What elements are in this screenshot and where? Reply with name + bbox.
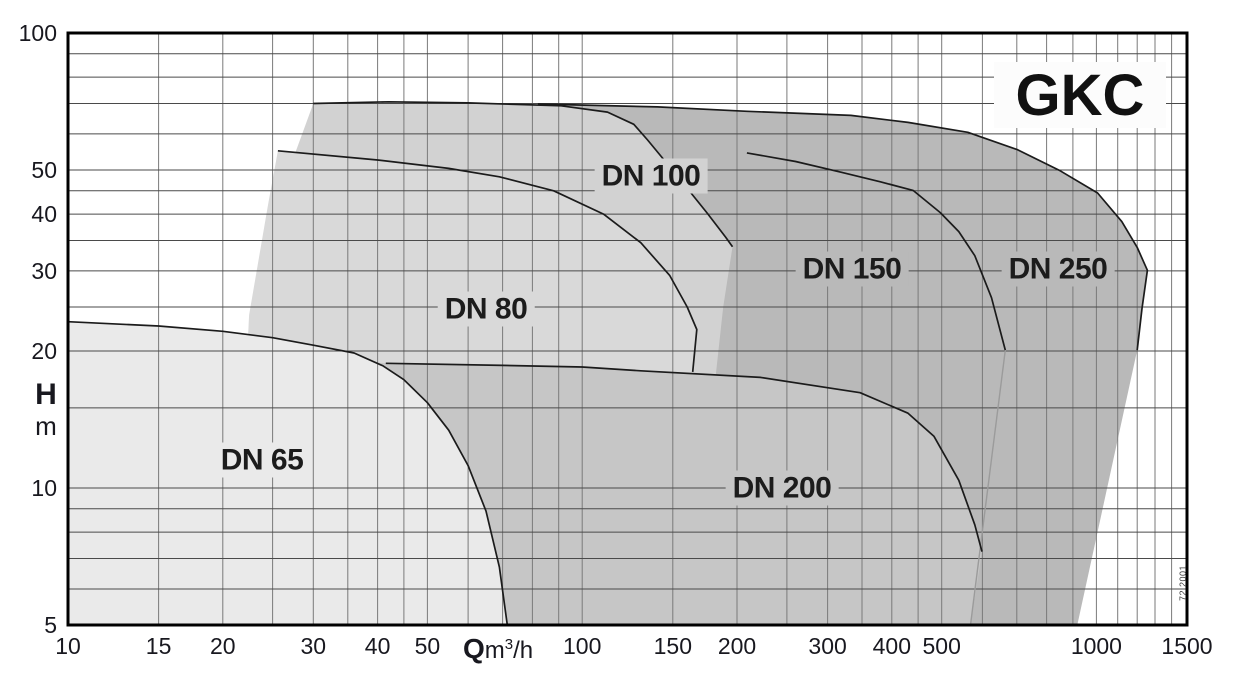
x-tick-label-10: 10 [55,633,81,659]
y-axis-unit: m [35,411,57,441]
x-tick-label-200: 200 [718,633,756,659]
y-tick-label-10: 10 [31,475,57,501]
dn100-envelope-line [313,100,734,248]
x-tick-label-1500: 1500 [1161,633,1212,659]
x-tick-label-15: 15 [146,633,172,659]
dn65-envelope-line [67,320,509,626]
x-axis-unit-post: /h [513,637,534,664]
x-axis-symbol: Q [463,633,485,664]
plot-frame [66,31,1189,627]
region-label-dn-80: DN 80 [437,291,535,327]
dn200-envelope-area [377,362,983,625]
dn250-envelope-line [537,103,1149,351]
y-tick-label-30: 30 [31,258,57,284]
x-tick-label-1000: 1000 [1071,633,1122,659]
x-tick-label-100: 100 [563,633,601,659]
y-tick-label-100: 100 [19,20,57,46]
y-axis-title: H m [22,378,70,442]
x-axis-unit-pre: m [484,637,505,664]
y-tick-label-40: 40 [31,201,57,227]
watermark-code: 72.2001 [1178,564,1188,602]
dn150-right-lower-edge-line [969,350,1006,626]
x-tick-label-500: 500 [923,633,961,659]
dn80-envelope-line [277,149,698,372]
y-tick-label-20: 20 [31,338,57,364]
x-tick-label-40: 40 [365,633,391,659]
region-label-dn-200: DN 200 [725,470,839,506]
dn150-boundary-line [746,152,1007,351]
x-tick-label-300: 300 [808,633,846,659]
region-label-dn-150: DN 150 [795,251,909,287]
y-tick-label-5: 5 [44,612,57,638]
region-label-dn-65: DN 65 [213,442,311,478]
x-axis-title: Qm3/h [463,633,533,665]
region-label-dn-100: DN 100 [594,158,708,194]
region-label-dn-250: DN 250 [1001,251,1115,287]
grid [68,33,1187,625]
x-tick-label-20: 20 [210,633,236,659]
y-axis-symbol: H [35,378,57,411]
x-tick-label-150: 150 [654,633,692,659]
y-tick-label-50: 50 [31,157,57,183]
x-tick-label-30: 30 [301,633,327,659]
x-tick-label-400: 400 [873,633,911,659]
series-title: GKC [994,62,1166,128]
dn200-envelope-line [385,362,983,552]
x-tick-label-50: 50 [415,633,441,659]
x-axis-unit-sup: 3 [504,636,514,653]
